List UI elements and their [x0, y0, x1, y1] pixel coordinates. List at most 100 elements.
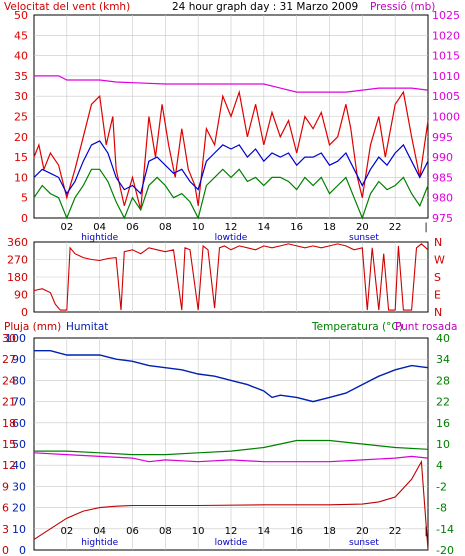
time-tick-label: 06 — [126, 526, 139, 537]
wind-axis-label: Velocitat del vent (kmh) — [4, 1, 130, 13]
temperature-legend: Temperatura (°C) — [311, 321, 403, 333]
direction-compass-tick-label: N — [434, 236, 442, 249]
wind-average-line — [33, 140, 429, 195]
time-tick-label: 02 — [60, 526, 73, 537]
humidity-tick-label: 40 — [12, 459, 26, 472]
time-tick-label: 02 — [60, 222, 73, 233]
humidity-tick-label: 30 — [12, 480, 26, 493]
day-marker-hightide: hightide — [81, 538, 118, 548]
wind-speed-tick-label: 20 — [14, 131, 28, 144]
temperature-ticks: -20 -14 -8 -2 4 10 16 22 28 34 40 — [436, 332, 454, 556]
pressure-tick-label: 990 — [432, 151, 453, 164]
time-tick-label: 08 — [159, 526, 172, 537]
humidity-temperature-panel: 0102030405060708090100036912151821242730… — [2, 332, 454, 556]
time-tick-label: 18 — [323, 526, 336, 537]
pressure-ticks: 975 980 985 990 995 1000 1005 1010 1015 1020 1025 — [432, 9, 460, 225]
time-tick-label: 22 — [389, 222, 402, 233]
humidity-tick-label: 80 — [12, 374, 26, 387]
humidity-tick-label: 70 — [12, 396, 26, 409]
time-tick-label: 10 — [192, 526, 205, 537]
wind-speed-tick-label: 25 — [14, 111, 28, 124]
rain-tick-label: 18 — [2, 417, 16, 430]
direction-compass-tick-label: W — [434, 254, 445, 267]
wind-low-line — [33, 168, 429, 220]
time-tick-label: 06 — [126, 222, 139, 233]
direction-degree-tick-label: 270 — [7, 254, 28, 267]
pressure-line — [34, 75, 429, 93]
temperature-tick-label: 22 — [436, 396, 450, 409]
rain-tick-label: 12 — [2, 459, 16, 472]
time-tick-label: 12 — [225, 222, 238, 233]
wind-speed-tick-label: 10 — [14, 171, 28, 184]
pressure-tick-label: 985 — [432, 171, 453, 184]
rain-line — [33, 459, 429, 551]
rain-tick-label: 21 — [2, 396, 16, 409]
wind-direction-line — [33, 243, 429, 311]
humidity-tick-label: 0 — [19, 544, 26, 556]
rain-tick-label: 30 — [2, 332, 16, 345]
rain-tick-label: 3 — [2, 523, 9, 536]
temperature-tick-label: -8 — [436, 502, 447, 515]
direction-compass-tick-label: S — [434, 271, 441, 284]
rain-tick-label: 6 — [2, 502, 9, 515]
temperature-tick-label: 40 — [436, 332, 450, 345]
time-tick-label: 12 — [225, 526, 238, 537]
wind-speed-tick-label: 45 — [14, 29, 28, 42]
pressure-axis-label: Pressió (mb) — [370, 1, 435, 13]
direction-compass-tick-label: E — [434, 289, 441, 302]
pressure-tick-label: 1015 — [432, 50, 460, 63]
pressure-tick-label: 995 — [432, 131, 453, 144]
humidity-tick-label: 90 — [12, 353, 26, 366]
pressure-tick-label: 1020 — [432, 29, 460, 42]
day-marker-lowtide: lowtide — [215, 233, 248, 243]
wind-direction-grid — [34, 242, 428, 312]
pressure-tick-label: 975 — [432, 212, 453, 225]
wind-time-ticks: 02 04 06 08 10 12 14 16 18 20 22 | — [60, 222, 427, 233]
time-tick-label: 14 — [257, 526, 270, 537]
pressure-tick-label: 1005 — [432, 90, 460, 103]
wind-gust-line — [33, 89, 429, 211]
pressure-tick-label: 1010 — [432, 70, 460, 83]
time-tick-label: 16 — [290, 222, 303, 233]
rain-tick-label: 9 — [2, 480, 9, 493]
humidity-temperature-series — [33, 350, 429, 551]
day-marker-lowtide: lowtide — [215, 538, 248, 548]
time-tick-label: 16 — [290, 526, 303, 537]
pressure-tick-label: 1000 — [432, 111, 460, 124]
time-tick-label: 04 — [93, 526, 106, 537]
rain-tick-label: 27 — [2, 353, 16, 366]
temperature-line — [34, 439, 429, 456]
humidity-legend: Humitat — [66, 321, 108, 333]
dewpoint-line — [33, 452, 429, 463]
temperature-tick-label: -2 — [436, 480, 447, 493]
pressure-tick-label: 1025 — [432, 9, 460, 22]
temperature-tick-label: 28 — [436, 374, 450, 387]
direction-compass-tick-label: N — [434, 306, 442, 319]
temperature-tick-label: 34 — [436, 353, 450, 366]
temperature-tick-label: 16 — [436, 417, 450, 430]
rain-tick-label: 15 — [2, 438, 16, 451]
wind-day-markers: hightide lowtide sunset — [81, 233, 379, 243]
time-tick-label: 18 — [323, 222, 336, 233]
temperature-tick-label: -20 — [436, 544, 454, 556]
day-marker-hightide: hightide — [81, 233, 118, 243]
time-tick-label: 04 — [93, 222, 106, 233]
humidity-time-ticks: 02 04 06 08 10 12 14 16 18 20 22 | — [60, 526, 427, 537]
day-marker-sunset: sunset — [349, 233, 379, 243]
rain-legend: Pluja (mm) — [4, 321, 61, 333]
time-tick-label: 20 — [356, 526, 369, 537]
wind-direction-series — [33, 243, 429, 311]
wind-speed-tick-label: 5 — [21, 192, 28, 205]
humidity-tick-label: 50 — [12, 438, 26, 451]
wind-speed-ticks: 0 5 10 15 20 25 30 35 40 45 50 — [14, 9, 28, 225]
direction-degree-tick-label: 360 — [7, 236, 28, 249]
rain-tick-label: 24 — [2, 374, 16, 387]
direction-degree-tick-label: 0 — [21, 306, 28, 319]
wind-pressure-series — [33, 75, 429, 220]
wind-speed-tick-label: 15 — [14, 151, 28, 164]
humidity-line — [34, 350, 429, 403]
temperature-tick-label: 10 — [436, 438, 450, 451]
